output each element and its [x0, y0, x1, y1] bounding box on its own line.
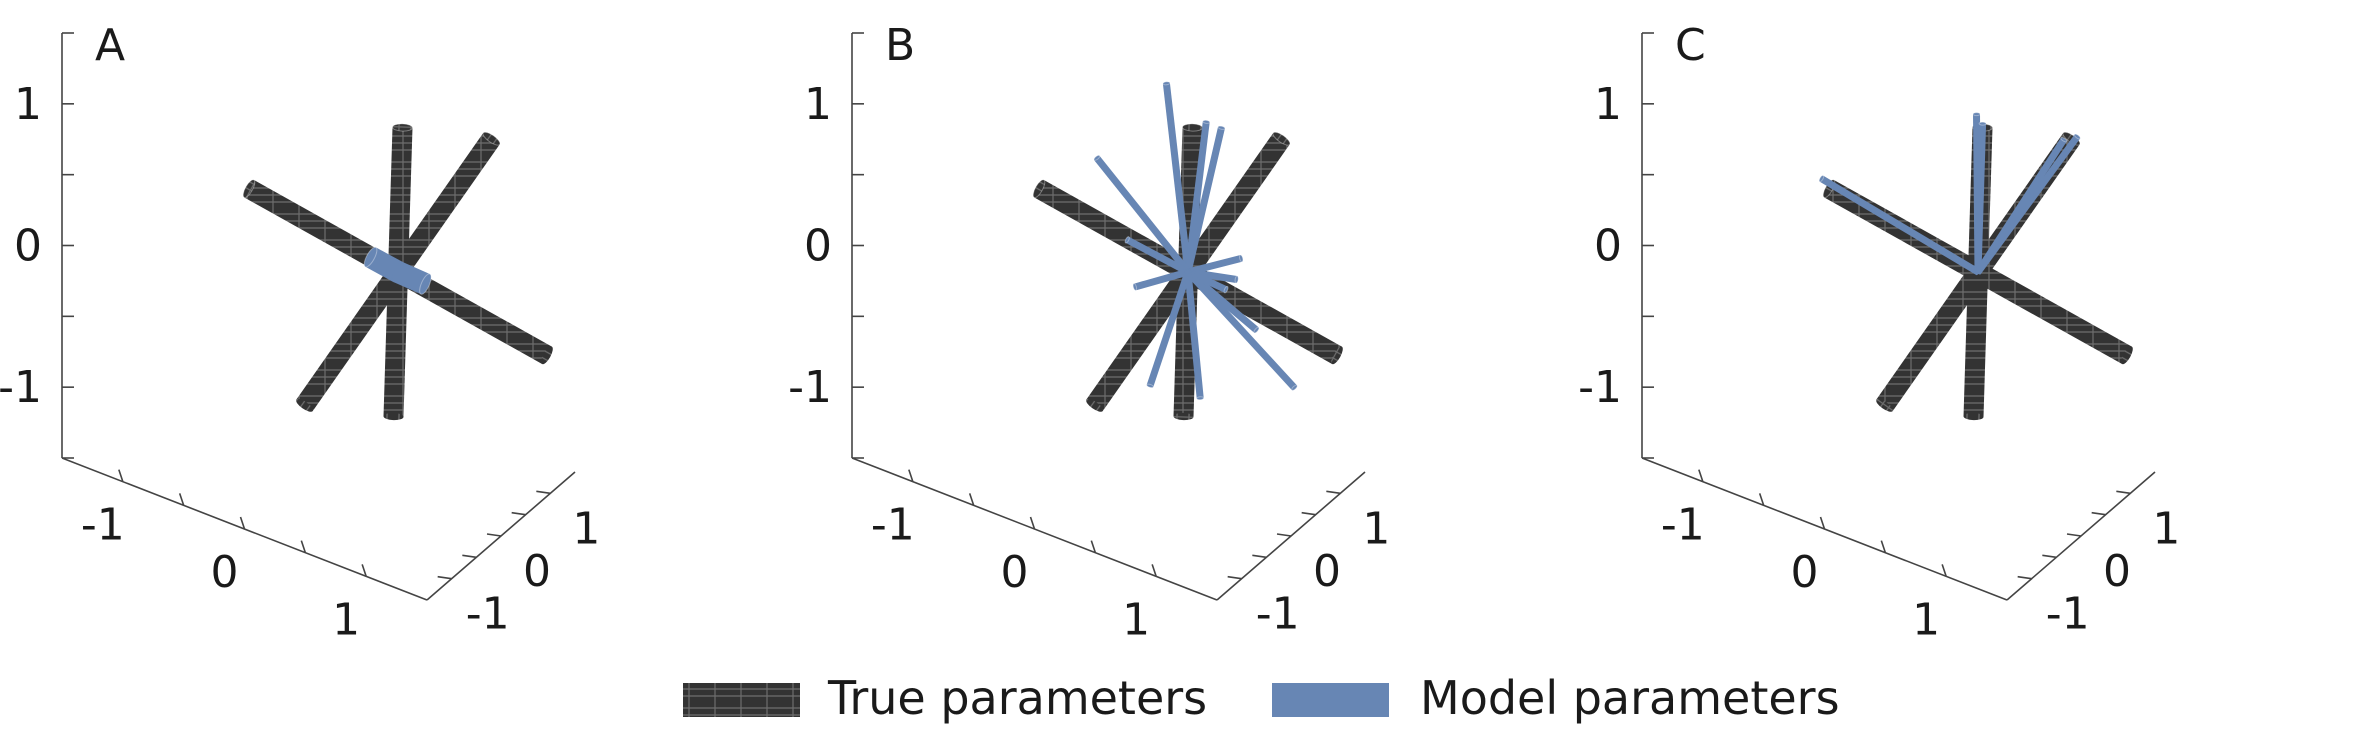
y-tick: [1252, 554, 1267, 559]
y-tick-label: 1: [2152, 503, 2180, 554]
y-tick-label: -1: [1256, 589, 1300, 640]
x-tick: [1819, 516, 1826, 530]
y-tick-label: 1: [572, 503, 600, 554]
legend-label-model: Model parameters: [1420, 671, 1840, 725]
z-tick-label: 1: [14, 79, 42, 130]
y-tick-label: 1: [1362, 503, 1390, 554]
y-tick-label: 0: [523, 546, 551, 597]
x-tick-label: -1: [1661, 500, 1705, 551]
panel-letter: B: [885, 20, 915, 71]
x-tick-label: 0: [1791, 547, 1819, 598]
z-tick-label: -1: [1578, 362, 1622, 413]
x-tick: [1029, 516, 1036, 530]
model-parameter-rod: [1974, 136, 2068, 275]
x-tick-label: 0: [211, 547, 239, 598]
y-tick: [1276, 533, 1292, 537]
y-tick-label: 0: [2103, 546, 2131, 597]
y-tick: [2042, 554, 2057, 559]
x-tick-label: 1: [332, 594, 360, 645]
y-tick: [486, 533, 502, 537]
legend-swatch-model: [1272, 683, 1389, 717]
y-tick: [1326, 490, 1341, 495]
x-tick: [300, 540, 307, 553]
legend-swatch-true: [683, 683, 800, 717]
model-parameter-rod: [1184, 270, 1205, 401]
x-tick: [1758, 493, 1765, 506]
model-parameter-rod: [1184, 125, 1226, 274]
y-tick-label: 0: [1313, 546, 1341, 597]
y-tick: [536, 490, 551, 495]
y-tick: [2066, 533, 2082, 537]
x-tick: [1698, 469, 1704, 482]
z-tick-label: -1: [788, 362, 832, 413]
y-tick: [511, 511, 526, 516]
x-tick: [908, 469, 914, 482]
model-parameter-rod: [392, 261, 432, 295]
y-tick: [2017, 575, 2032, 580]
y-tick: [2091, 511, 2106, 516]
x-tick-label: -1: [871, 500, 915, 551]
y-tick: [462, 554, 477, 559]
y-tick-label: -1: [466, 589, 510, 640]
x-tick: [118, 469, 124, 482]
y-tick: [2116, 490, 2131, 495]
x-tick: [1090, 540, 1097, 553]
x-tick: [1941, 564, 1947, 577]
y-tick-label: -1: [2046, 589, 2090, 640]
legend-label-true: True parameters: [827, 671, 1207, 725]
x-tick: [968, 493, 975, 506]
z-tick-label: -1: [0, 362, 42, 413]
z-tick-label: 1: [804, 79, 832, 130]
x-tick: [178, 493, 185, 506]
y-tick: [1301, 511, 1316, 516]
model-rods: [363, 246, 432, 295]
x-tick: [239, 516, 246, 530]
x-tick-label: 1: [1912, 594, 1940, 645]
z-tick-label: 0: [14, 221, 42, 272]
z-tick-label: 0: [804, 221, 832, 272]
x-tick-label: -1: [81, 500, 125, 551]
y-tick: [437, 575, 452, 580]
x-tick: [361, 564, 367, 577]
model-rods: [1093, 81, 1298, 401]
y-tick: [1227, 575, 1242, 580]
x-tick: [1151, 564, 1157, 577]
z-tick-label: 1: [1594, 79, 1622, 130]
panel-letter: A: [95, 20, 125, 71]
model-rods: [1818, 112, 2081, 276]
legend: True parameters Model parameters: [683, 671, 1840, 725]
panel-letter: C: [1675, 20, 1706, 71]
x-tick-label: 1: [1122, 594, 1150, 645]
model-parameter-rod: [1818, 174, 1981, 276]
z-tick-label: 0: [1594, 221, 1622, 272]
x-tick: [1880, 540, 1887, 553]
x-tick-label: 0: [1001, 547, 1029, 598]
